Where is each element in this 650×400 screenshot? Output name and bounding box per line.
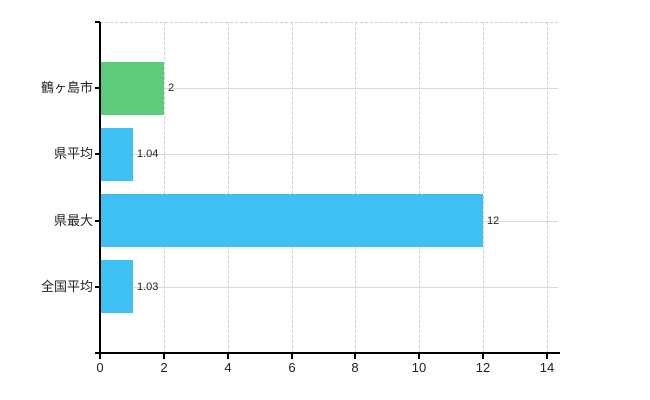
x-tick-label: 12: [475, 360, 491, 375]
category-label: 県最大: [53, 213, 93, 228]
bar-県最大: [101, 194, 483, 247]
x-tick-mark: [354, 354, 356, 359]
gridline-horizontal: [100, 88, 558, 89]
category-label: 全国平均: [40, 279, 93, 294]
x-tick-label: 14: [539, 360, 555, 375]
gridline-vertical: [163, 22, 165, 353]
value-label: 1.04: [137, 148, 159, 160]
y-tick-mark: [95, 87, 100, 89]
gridline-top: [100, 22, 558, 23]
x-tick-mark: [546, 354, 548, 359]
bar-鶴ヶ島市: [101, 62, 164, 115]
x-tick-mark: [482, 354, 484, 359]
x-tick-label: 0: [96, 360, 104, 375]
gridline-vertical: [227, 22, 229, 353]
gridline-vertical: [419, 22, 421, 353]
x-tick-label: 6: [288, 360, 296, 375]
gridline-vertical: [483, 22, 485, 353]
gridline-horizontal: [100, 287, 558, 288]
x-axis-line: [95, 352, 560, 354]
x-tick-label: 2: [160, 360, 168, 375]
x-tick-mark: [99, 354, 101, 359]
x-tick-label: 10: [411, 360, 427, 375]
x-tick-mark: [227, 354, 229, 359]
y-tick-mark: [95, 220, 100, 222]
x-tick-mark: [418, 354, 420, 359]
bar-県平均: [101, 128, 133, 181]
x-tick-label: 8: [351, 360, 359, 375]
gridline-horizontal: [100, 154, 558, 155]
value-label: 12: [487, 215, 500, 227]
y-axis-top-tick: [95, 21, 100, 23]
x-tick-mark: [291, 354, 293, 359]
gridline-vertical: [547, 22, 548, 353]
category-label: 鶴ヶ島市: [40, 80, 93, 95]
value-label: 2: [168, 82, 175, 94]
gridline-vertical: [291, 22, 293, 353]
y-tick-mark: [95, 153, 100, 155]
y-tick-mark: [95, 286, 100, 288]
bar-全国平均: [101, 260, 133, 313]
x-tick-mark: [163, 354, 165, 359]
x-tick-label: 4: [224, 360, 232, 375]
value-label: 1.03: [137, 281, 159, 293]
category-label: 県平均: [53, 146, 93, 161]
gridline-vertical: [355, 22, 357, 353]
y-axis-line: [99, 22, 101, 354]
